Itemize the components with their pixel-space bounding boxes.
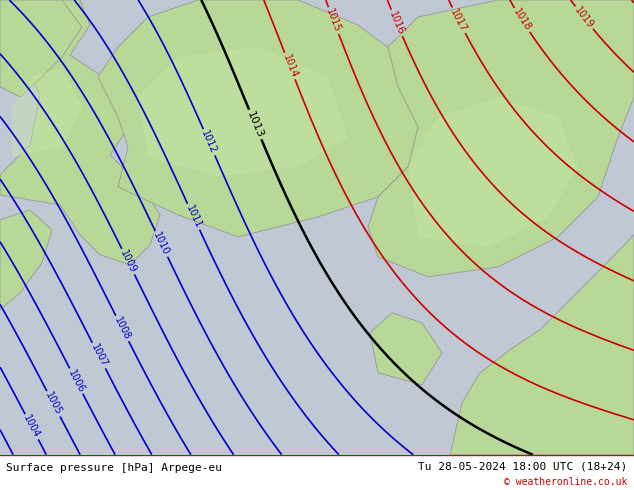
Text: 1006: 1006 [66,368,86,394]
Polygon shape [450,235,634,455]
Text: 1008: 1008 [112,315,133,342]
Text: 1005: 1005 [43,391,63,417]
Text: 1017: 1017 [449,7,469,34]
Text: 1011: 1011 [184,203,203,230]
Polygon shape [98,0,428,237]
Polygon shape [370,313,442,385]
Polygon shape [0,0,82,97]
Text: 1009: 1009 [119,248,138,275]
Text: © weatheronline.co.uk: © weatheronline.co.uk [504,477,628,487]
Text: 1010: 1010 [152,231,171,257]
Text: Tu 28-05-2024 18:00 UTC (18+24): Tu 28-05-2024 18:00 UTC (18+24) [418,461,628,471]
Text: 1014: 1014 [281,53,299,79]
Polygon shape [138,47,348,177]
Polygon shape [0,0,160,265]
Text: 1004: 1004 [22,414,42,440]
Text: 1012: 1012 [200,129,219,155]
Text: 1016: 1016 [387,10,406,36]
Polygon shape [0,210,52,310]
Text: 1015: 1015 [325,7,342,34]
Text: Surface pressure [hPa] Arpege-eu: Surface pressure [hPa] Arpege-eu [6,463,223,473]
Text: 1018: 1018 [511,7,533,33]
Polygon shape [368,0,634,277]
Text: 1019: 1019 [573,5,595,30]
Text: 1013: 1013 [245,110,265,139]
Polygon shape [12,67,82,157]
Polygon shape [408,97,578,247]
Text: 1007: 1007 [89,343,109,369]
